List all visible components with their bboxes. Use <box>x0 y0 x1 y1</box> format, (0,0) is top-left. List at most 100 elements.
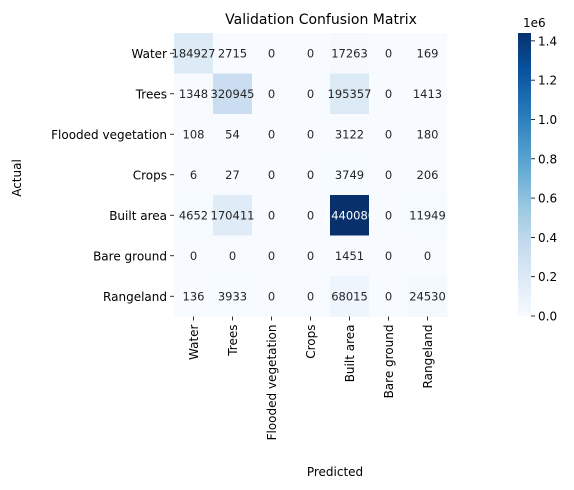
heatmap-cell <box>213 73 253 115</box>
colorbar-ticks: 0.0 0.2 0.4 0.6 0.8 1.0 1.2 1.4 <box>531 34 557 324</box>
x-tick-label: Flooded vegetation <box>265 325 279 441</box>
cell-value-label: 0 <box>268 87 275 101</box>
cell-value-label: 0 <box>307 208 314 222</box>
heatmap-cell <box>330 154 370 196</box>
cell-value-label: 24530 <box>409 289 446 303</box>
cell-value-label: 3749 <box>335 168 364 182</box>
cell-value-label: 0 <box>268 168 275 182</box>
cell-value-label: 1348 <box>179 87 208 101</box>
heatmap-cell <box>408 33 448 74</box>
heatmap-cell <box>369 276 409 317</box>
cell-value-label: 0 <box>385 249 392 263</box>
x-axis-label: Predicted <box>307 465 363 479</box>
cell-value-label: 169 <box>417 46 439 60</box>
heatmap-cell <box>408 235 448 277</box>
y-axis: Water Trees Flooded vegetation Crops Built a… <box>51 47 174 304</box>
cell-value-label: 0 <box>385 289 392 303</box>
cell-value-label: 0 <box>307 127 314 141</box>
heatmap-cell <box>369 154 409 196</box>
colorbar-tick-label: 0.8 <box>538 152 557 166</box>
heatmap-cell <box>291 276 331 317</box>
cell-value-label: 195357 <box>328 87 372 101</box>
heatmap-cell <box>213 235 253 277</box>
heatmap-cell <box>330 33 370 74</box>
cell-value-label: 17263 <box>331 46 368 60</box>
cell-value-label: 0 <box>385 87 392 101</box>
heatmap-cell <box>330 195 370 236</box>
heatmap-cell <box>369 114 409 155</box>
heatmap-cell <box>330 114 370 155</box>
chart-title: Validation Confusion Matrix <box>225 12 417 28</box>
heatmap-cell <box>174 276 214 317</box>
heatmap-cell <box>174 73 214 115</box>
heatmap-cell <box>408 114 448 155</box>
heatmap-cell <box>291 195 331 236</box>
heatmap-cell <box>291 154 331 196</box>
cell-value-label: 108 <box>183 127 205 141</box>
heatmap-cell <box>369 195 409 236</box>
x-tick-label: Built area <box>343 325 357 383</box>
heatmap-cell <box>408 276 448 317</box>
heatmap-cell <box>369 73 409 115</box>
cell-value-label: 54 <box>225 127 240 141</box>
cell-value-label: 320945 <box>211 87 255 101</box>
x-tick-label: Water <box>187 324 201 360</box>
heatmap-cell <box>252 276 292 317</box>
colorbar-tick-label: 1.2 <box>538 74 557 88</box>
heatmap-cell <box>174 235 214 277</box>
cell-value-label: 0 <box>307 249 314 263</box>
cell-value-label: 2715 <box>218 46 247 60</box>
heatmap-cell <box>330 276 370 317</box>
colorbar-tick-label: 1.0 <box>538 113 557 127</box>
heatmap-cell <box>213 154 253 196</box>
heatmap-cell <box>174 114 214 155</box>
cell-value-label: 68015 <box>331 289 368 303</box>
heatmap-cell <box>213 114 253 155</box>
heatmap-cell <box>291 73 331 115</box>
heatmap-cell <box>252 195 292 236</box>
heatmap-cell <box>408 73 448 115</box>
colorbar-gradient <box>518 33 531 316</box>
colorbar-tick-label: 0.4 <box>538 231 557 245</box>
x-tick-label: Rangeland <box>421 325 435 389</box>
cell-value-label: 184927 <box>172 46 216 60</box>
heatmap-cell <box>174 195 214 236</box>
cell-value-label: 0 <box>385 46 392 60</box>
cell-value-label: 6 <box>190 168 197 182</box>
heatmap-cell <box>369 235 409 277</box>
heatmap-cell <box>252 154 292 196</box>
heatmap-cell-labels: 184927 2715 0 0 17263 0 169 1348 320945 0 0 195357 0… <box>172 46 446 303</box>
cell-value-label: 1413 <box>413 87 442 101</box>
heatmap-cell <box>369 33 409 74</box>
y-tick-label: Rangeland <box>103 290 167 304</box>
cell-value-label: 0 <box>268 208 275 222</box>
y-tick-label: Bare ground <box>93 249 167 263</box>
cell-value-label: 136 <box>183 289 205 303</box>
heatmap-cell <box>213 33 253 74</box>
y-tick-label: Crops <box>133 168 167 182</box>
heatmap-cell <box>291 235 331 277</box>
cell-value-label: 3933 <box>218 289 247 303</box>
x-tick-label: Trees <box>226 325 240 357</box>
cell-value-label: 0 <box>307 289 314 303</box>
heatmap-cell <box>174 154 214 196</box>
heatmap-cell <box>252 235 292 277</box>
x-tick-label: Bare ground <box>382 325 396 399</box>
colorbar: 0.0 0.2 0.4 0.6 0.8 1.0 1.2 1.4 1e6 <box>518 16 557 324</box>
y-tick-label: Water <box>132 47 168 61</box>
x-axis: Water Trees Flooded vegetation Crops Built a… <box>187 316 435 441</box>
cell-value-label: 0 <box>307 168 314 182</box>
cell-value-label: 0 <box>385 168 392 182</box>
cell-value-label: 0 <box>190 249 197 263</box>
cell-value-label: 0 <box>385 208 392 222</box>
cell-value-label: 0 <box>424 249 431 263</box>
heatmap-cell <box>330 235 370 277</box>
x-tick-label: Crops <box>304 325 318 359</box>
cell-value-label: 180 <box>417 127 439 141</box>
heatmap-cell <box>213 276 253 317</box>
cell-value-label: 0 <box>268 127 275 141</box>
y-tick-label: Trees <box>135 87 167 101</box>
heatmap-cell <box>330 73 370 115</box>
colorbar-offset-label: 1e6 <box>523 16 546 30</box>
